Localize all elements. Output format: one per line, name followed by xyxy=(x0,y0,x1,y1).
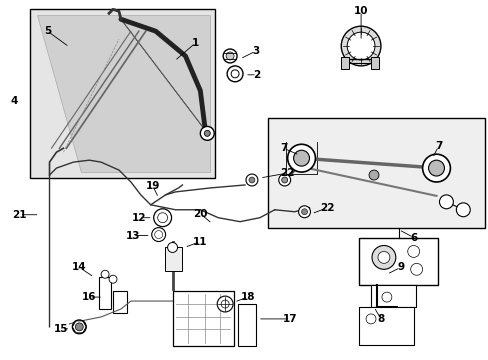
Circle shape xyxy=(301,209,307,215)
Text: 18: 18 xyxy=(240,292,255,302)
Bar xyxy=(238,304,255,346)
Circle shape xyxy=(72,320,86,334)
Bar xyxy=(30,9,215,178)
Polygon shape xyxy=(37,15,210,172)
Text: 11: 11 xyxy=(193,237,207,247)
Circle shape xyxy=(153,209,171,227)
Text: 5: 5 xyxy=(44,26,51,36)
Circle shape xyxy=(427,160,444,176)
Text: 3: 3 xyxy=(252,46,259,56)
Circle shape xyxy=(221,300,229,308)
Circle shape xyxy=(455,203,469,217)
Text: 8: 8 xyxy=(377,314,384,324)
Text: 22: 22 xyxy=(280,168,294,178)
Text: 20: 20 xyxy=(193,209,207,219)
Circle shape xyxy=(287,144,315,172)
Circle shape xyxy=(368,170,378,180)
Circle shape xyxy=(226,66,243,82)
Bar xyxy=(164,247,182,271)
Text: 15: 15 xyxy=(54,324,68,334)
Circle shape xyxy=(410,264,422,275)
Circle shape xyxy=(154,231,163,239)
Circle shape xyxy=(231,70,239,78)
Text: 21: 21 xyxy=(13,210,27,220)
Circle shape xyxy=(225,52,234,60)
Circle shape xyxy=(167,243,177,252)
Circle shape xyxy=(151,228,165,242)
Circle shape xyxy=(346,32,374,60)
Bar xyxy=(172,291,234,346)
Circle shape xyxy=(439,195,452,209)
Circle shape xyxy=(381,292,391,302)
Text: 19: 19 xyxy=(145,181,160,191)
Text: 12: 12 xyxy=(131,213,146,223)
Bar xyxy=(358,238,438,285)
Circle shape xyxy=(217,296,233,312)
Circle shape xyxy=(109,275,117,283)
Text: 6: 6 xyxy=(409,233,416,243)
Circle shape xyxy=(341,26,380,66)
Bar xyxy=(370,57,378,69)
Text: 7: 7 xyxy=(280,143,287,153)
Circle shape xyxy=(278,174,290,186)
Bar xyxy=(370,285,415,307)
Circle shape xyxy=(407,246,419,257)
Bar xyxy=(341,57,348,69)
Text: 4: 4 xyxy=(10,96,18,105)
Circle shape xyxy=(248,177,254,183)
Text: 1: 1 xyxy=(191,38,199,48)
Circle shape xyxy=(101,270,109,278)
Text: 22: 22 xyxy=(320,203,334,213)
Bar xyxy=(267,118,484,228)
Circle shape xyxy=(200,126,214,140)
Circle shape xyxy=(157,213,167,223)
Bar xyxy=(113,291,127,313)
Text: 7: 7 xyxy=(434,141,441,151)
Circle shape xyxy=(377,251,389,264)
Circle shape xyxy=(293,150,309,166)
Circle shape xyxy=(366,314,375,324)
Circle shape xyxy=(204,130,210,136)
Text: 9: 9 xyxy=(396,262,404,272)
Bar xyxy=(99,277,111,309)
Circle shape xyxy=(223,49,237,63)
Text: 13: 13 xyxy=(125,230,140,240)
Circle shape xyxy=(422,154,449,182)
Circle shape xyxy=(245,174,257,186)
Bar xyxy=(358,307,413,345)
Circle shape xyxy=(281,177,287,183)
Circle shape xyxy=(298,206,310,218)
Text: 10: 10 xyxy=(353,6,367,16)
Text: 2: 2 xyxy=(253,70,260,80)
Circle shape xyxy=(75,323,83,331)
Text: 14: 14 xyxy=(72,262,86,272)
Circle shape xyxy=(371,246,395,269)
Text: 16: 16 xyxy=(82,292,96,302)
Text: 17: 17 xyxy=(282,314,296,324)
